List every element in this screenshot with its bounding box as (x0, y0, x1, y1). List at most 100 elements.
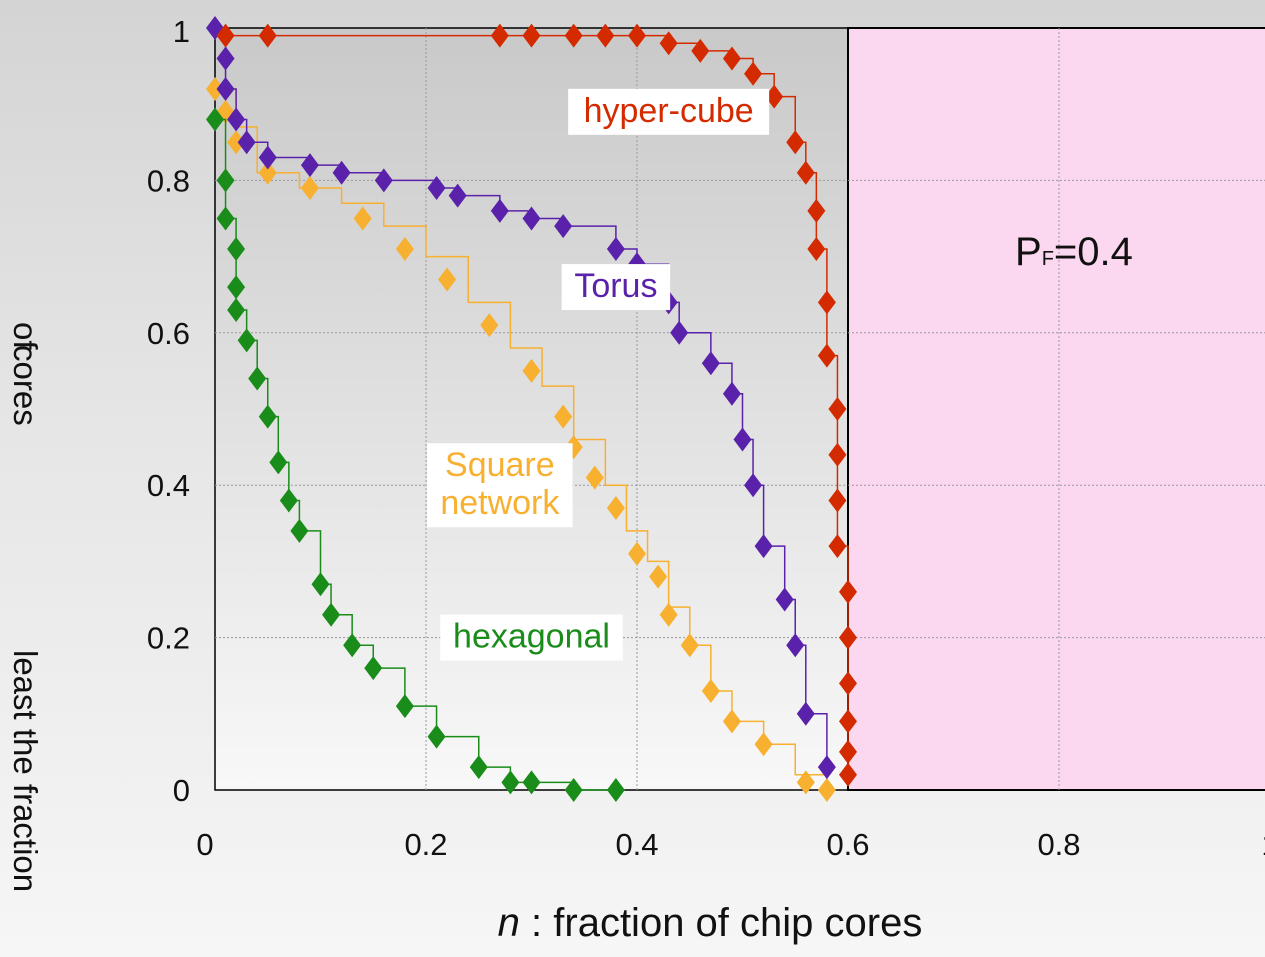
data-point (796, 701, 815, 726)
data-point (258, 23, 277, 48)
data-point (722, 381, 741, 406)
data-point (364, 656, 383, 681)
x-tick-label: 0 (196, 827, 213, 862)
data-point (300, 176, 319, 201)
series-torus (206, 16, 836, 780)
data-point (839, 625, 857, 650)
series-label: Torus (574, 267, 657, 305)
data-point (596, 23, 615, 48)
shaded-region: PF=0.4 (847, 27, 1265, 791)
data-point (817, 755, 836, 780)
data-point (227, 275, 246, 300)
series-square-network (206, 76, 836, 802)
series-layer (206, 16, 857, 802)
data-point (722, 46, 741, 71)
shaded-region-label-sub: F (1042, 248, 1054, 270)
data-point (701, 351, 720, 376)
data-point (839, 579, 857, 604)
data-point (722, 709, 741, 734)
y-tick-label: 0.6 (147, 316, 190, 351)
series-label: network (440, 484, 560, 522)
data-point (828, 442, 847, 467)
data-point (786, 130, 805, 155)
y-tick-label: 0 (173, 773, 190, 808)
y-axis-label-part: least the fraction (7, 650, 44, 892)
data-point (206, 107, 224, 132)
data-point (258, 404, 277, 429)
data-point (817, 343, 836, 368)
shaded-region-label-rest: =0.4 (1054, 230, 1133, 274)
data-point (248, 366, 267, 391)
data-point (216, 168, 235, 193)
y-tick-label: 0.8 (147, 163, 190, 198)
data-point (469, 755, 488, 780)
shaded-region-label: PF=0.4 (1015, 230, 1133, 274)
data-point (606, 236, 625, 261)
series-label-box (427, 443, 573, 528)
data-point (501, 770, 520, 795)
data-point (628, 541, 646, 566)
data-point (691, 38, 710, 63)
data-point (227, 130, 246, 155)
series-label-box (568, 88, 770, 135)
data-point (490, 23, 509, 48)
data-point (606, 496, 625, 521)
series-label: hyper-cube (584, 92, 754, 130)
data-point (216, 46, 235, 71)
data-point (796, 160, 815, 185)
data-point (258, 160, 277, 185)
y-axis-label-part: cores (7, 345, 44, 426)
series-hyper-cube (216, 23, 857, 787)
data-point (227, 236, 246, 261)
data-point (522, 358, 541, 383)
data-point (649, 564, 668, 589)
data-point (701, 678, 720, 703)
data-point (311, 572, 330, 597)
data-point (754, 534, 773, 559)
data-point (839, 762, 857, 787)
y-tick-label: 0.2 (147, 621, 190, 656)
data-point (490, 198, 509, 223)
data-point (585, 465, 604, 490)
data-point (754, 732, 773, 757)
data-point (427, 176, 446, 201)
data-point (659, 31, 678, 56)
data-point (258, 145, 277, 170)
data-point (300, 153, 319, 178)
data-point (817, 290, 836, 315)
data-point (269, 450, 288, 475)
data-point (522, 770, 541, 795)
data-point (775, 587, 794, 612)
x-tick-label: 0.4 (615, 827, 658, 862)
data-point (438, 267, 457, 292)
data-point (374, 168, 393, 193)
data-point (448, 183, 467, 208)
data-point (206, 76, 224, 101)
data-point (554, 404, 573, 429)
data-point (744, 473, 763, 498)
x-axis-label-italic: n (498, 901, 520, 945)
x-axis-label: n : fraction of chip cores (498, 901, 923, 945)
data-point (554, 214, 573, 239)
data-point (237, 328, 256, 353)
data-point (227, 297, 246, 322)
data-point (839, 671, 857, 696)
data-point (807, 198, 826, 223)
data-point (796, 770, 815, 795)
series-label-box (561, 264, 671, 311)
data-point (290, 518, 309, 543)
y-tick-label: 1 (173, 14, 190, 49)
data-point (606, 778, 625, 802)
y-tick-labels: 0 0.2 0.4 0.6 0.8 1 (147, 14, 190, 808)
data-point (733, 427, 752, 452)
data-point (522, 206, 541, 231)
y-axis-label-part: of (7, 322, 44, 350)
data-point (216, 76, 235, 101)
data-point (659, 602, 678, 627)
data-point (353, 206, 372, 231)
data-point (744, 61, 763, 86)
data-point (807, 236, 826, 261)
